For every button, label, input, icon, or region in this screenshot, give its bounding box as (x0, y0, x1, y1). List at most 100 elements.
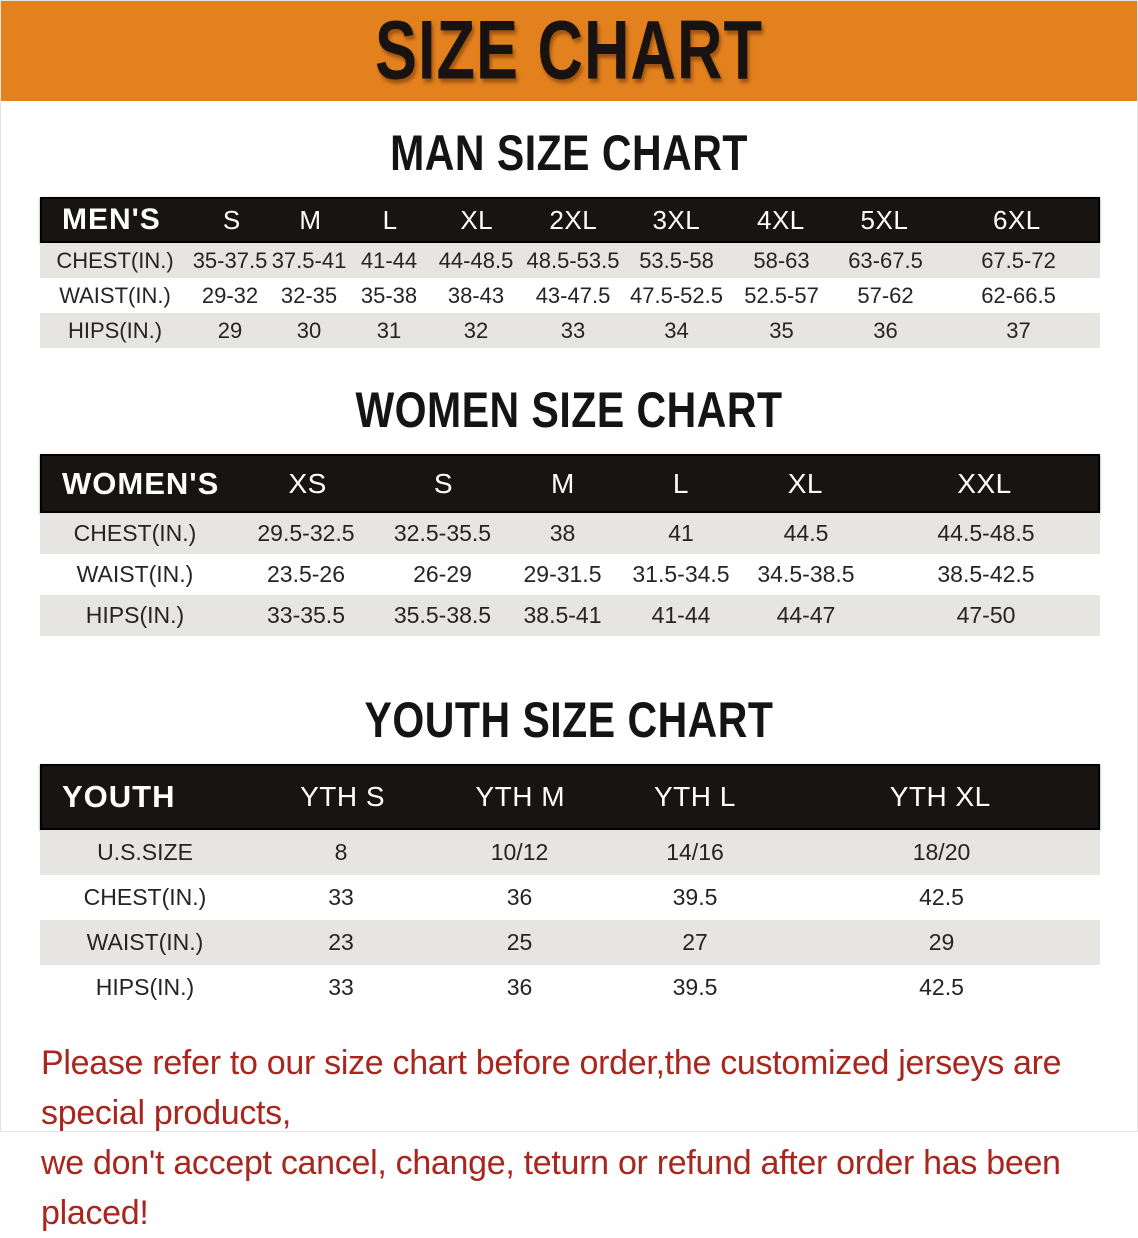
table-cell: 44-47 (776, 602, 836, 628)
table-cell: 41-44 (651, 602, 711, 628)
row-label: WAIST(IN.) (86, 929, 204, 955)
column-header: 5XL (860, 204, 909, 235)
table-cell: 36 (506, 974, 533, 1000)
column-header: XL (787, 467, 823, 499)
column-header: YTH L (653, 781, 736, 812)
table-header-label: MEN'S (62, 203, 161, 236)
table-cell: 58-63 (753, 247, 810, 273)
row-label: WAIST(IN.) (59, 282, 171, 308)
column-header: YTH M (475, 781, 566, 812)
table-cell: 38 (549, 520, 576, 546)
table-cell: 63-67.5 (848, 247, 923, 273)
table-cell: 41-44 (360, 247, 418, 273)
table-row: HIPS(IN.) 29 30 31 32 33 34 35 36 37 (40, 313, 1100, 348)
table-cell: 18/20 (912, 839, 971, 865)
column-header: XL (460, 204, 494, 235)
column-header: S (222, 204, 241, 235)
column-header: 2XL (549, 204, 598, 235)
table-cell: 26-29 (413, 561, 472, 587)
table-cell: 52.5-57 (744, 282, 819, 308)
column-header: 4XL (756, 204, 805, 235)
column-header: M (551, 467, 575, 499)
table-row: WAIST(IN.) 29-32 32-35 35-38 38-43 43-47.5 47.… (40, 278, 1100, 313)
column-header: XXL (957, 467, 1012, 499)
disclaimer-note: Please refer to our size chart before or… (41, 1038, 1117, 1238)
table-cell: 32 (463, 317, 489, 343)
table-row: CHEST(IN.) 35-37.5 37.5-41 41-44 44-48.5 48.5… (40, 243, 1100, 278)
table-cell: 42.5 (919, 974, 964, 1000)
disclaimer-line-1: Please refer to our size chart before or… (41, 1044, 1062, 1132)
table-cell: 41 (668, 520, 694, 546)
table-cell: 47-50 (956, 602, 1016, 628)
table-cell: 42.5 (919, 884, 964, 910)
table-cell: 33 (328, 974, 354, 1000)
row-label: U.S.SIZE (97, 839, 193, 865)
row-label: WAIST(IN.) (76, 561, 194, 587)
table-cell: 44.5-48.5 (937, 520, 1035, 546)
table-cell: 37.5-41 (271, 247, 347, 273)
table-cell: 39.5 (672, 974, 718, 1000)
column-header: XS (288, 467, 327, 499)
table-header-label: YOUTH (62, 779, 176, 814)
table-cell: 34.5-38.5 (757, 561, 855, 587)
row-label: HIPS(IN.) (85, 602, 185, 628)
table-row: CHEST(IN.) 29.5-32.5 32.5-35.5 38 41 44.5 44.5… (40, 513, 1100, 554)
table-cell: 8 (334, 839, 348, 865)
table-cell: 38.5-41 (523, 602, 602, 628)
row-label: CHEST(IN.) (83, 884, 207, 910)
table-cell: 10/12 (490, 839, 549, 865)
row-label: CHEST(IN.) (73, 520, 197, 546)
row-label: HIPS(IN.) (67, 317, 163, 343)
table-cell: 36 (506, 884, 533, 910)
column-header: YTH S (300, 781, 386, 812)
table-cell: 35-38 (360, 282, 418, 308)
table-cell: 29-32 (201, 282, 259, 308)
section-heading-text: YOUTH SIZE CHART (364, 691, 774, 749)
column-header: YTH XL (889, 781, 991, 812)
section-heading-text: WOMEN SIZE CHART (355, 381, 783, 439)
table-cell: 47.5-52.5 (630, 282, 723, 308)
size-table-youth: YOUTH YTH S YTH M YTH L YTH XL U.S.SIZE 8 10/12… (40, 764, 1100, 1010)
table-row: CHEST(IN.) 33 36 39.5 42.5 (40, 875, 1100, 920)
banner-title: SIZE CHART (375, 4, 763, 98)
column-header: L (382, 204, 398, 235)
table-cell: 31.5-34.5 (632, 561, 730, 587)
table-header-row: YOUTH YTH S YTH M YTH L YTH XL (40, 764, 1100, 830)
column-header: S (433, 467, 454, 499)
table-cell: 25 (506, 929, 533, 955)
table-cell: 33 (328, 884, 354, 910)
table-cell: 31 (376, 317, 402, 343)
table-cell: 39.5 (672, 884, 718, 910)
table-cell: 29.5-32.5 (257, 520, 355, 546)
table-cell: 29 (928, 929, 955, 955)
size-section-womens: WOMEN SIZE CHART WOMEN'S XS S M L XL XXL CHEST(I… (1, 382, 1137, 636)
column-header: M (299, 204, 322, 235)
table-cell: 35-37.5 (192, 247, 268, 273)
table-row: HIPS(IN.) 33 36 39.5 42.5 (40, 965, 1100, 1010)
size-table-womens: WOMEN'S XS S M L XL XXL CHEST(IN.) 29.5-32.5 32.5… (40, 454, 1100, 636)
column-header: 3XL (652, 204, 701, 235)
table-cell: 32.5-35.5 (393, 520, 492, 546)
section-heading-womens: WOMEN SIZE CHART (1, 382, 1137, 438)
table-cell: 23.5-26 (266, 561, 345, 587)
table-cell: 29-31.5 (523, 561, 602, 587)
table-cell: 38.5-42.5 (937, 561, 1035, 587)
table-row: U.S.SIZE 8 10/12 14/16 18/20 (40, 830, 1100, 875)
table-cell: 43-47.5 (535, 282, 611, 308)
table-header-label: WOMEN'S (62, 465, 220, 501)
table-cell: 38-43 (447, 282, 505, 308)
table-cell: 37 (1006, 317, 1031, 343)
table-cell: 44.5 (783, 520, 829, 546)
column-header: L (672, 467, 689, 499)
disclaimer-line-2: we don't accept cancel, change, teturn o… (41, 1144, 1061, 1232)
table-row: HIPS(IN.) 33-35.5 35.5-38.5 38.5-41 41-44 44-… (40, 595, 1100, 636)
table-cell: 29 (217, 317, 243, 343)
size-section-mens: MAN SIZE CHART MEN'S S M L XL 2XL 3XL 4XL 5XL 6XL C… (1, 125, 1137, 348)
table-cell: 35.5-38.5 (393, 602, 492, 628)
table-cell: 44-48.5 (438, 247, 514, 273)
table-cell: 30 (296, 317, 322, 343)
row-label: CHEST(IN.) (56, 247, 174, 273)
table-cell: 32-35 (280, 282, 338, 308)
column-header: 6XL (992, 204, 1041, 235)
section-heading-text: MAN SIZE CHART (390, 124, 748, 182)
